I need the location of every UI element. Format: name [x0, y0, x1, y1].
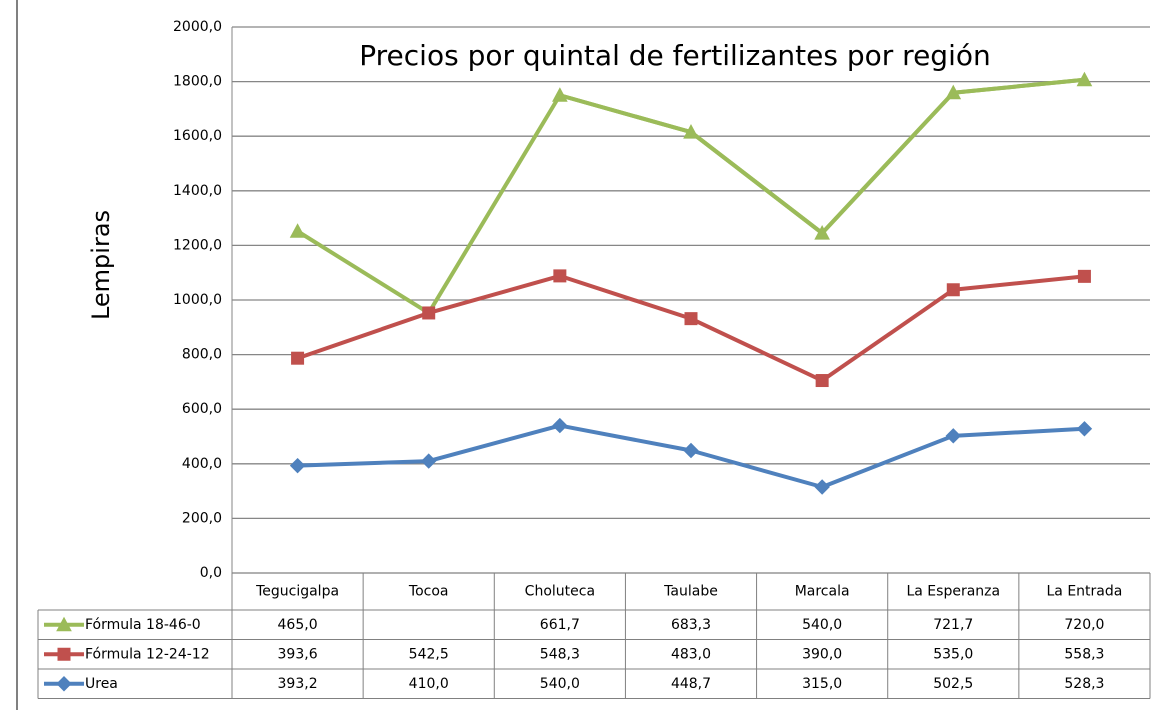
marker [56, 616, 72, 632]
table-value: 661,7 [540, 617, 580, 633]
chart-title: Precios por quintal de fertilizantes por… [359, 39, 990, 72]
x-tick-label: La Esperanza [906, 584, 1000, 600]
x-tick-label: Tocoa [408, 584, 449, 600]
y-tick-label: 600,0 [182, 401, 222, 417]
marker [683, 124, 699, 139]
table-value: 558,3 [1064, 646, 1104, 662]
y-tick-label: 1800,0 [173, 74, 222, 90]
series-line [559, 77, 1085, 236]
y-tick-label: 1400,0 [173, 183, 222, 199]
x-tick-label: Choluteca [525, 584, 595, 600]
marker [1077, 269, 1091, 283]
y-tick-label: 200,0 [182, 510, 222, 526]
table-value: 390,0 [802, 646, 842, 662]
table-value: 535,0 [933, 646, 973, 662]
x-tick-label: La Entrada [1047, 584, 1123, 600]
table-value: 540,0 [802, 617, 842, 633]
y-tick-label: 800,0 [182, 347, 222, 363]
marker [684, 312, 698, 326]
y-tick-label: 1000,0 [173, 292, 222, 308]
marker [945, 84, 962, 100]
table-value: 448,7 [671, 676, 711, 692]
marker [552, 417, 568, 434]
table-value: 502,5 [933, 676, 973, 692]
table-value: 683,3 [671, 617, 711, 633]
y-tick-label: 400,0 [182, 456, 222, 472]
table-value: 548,3 [540, 646, 580, 662]
marker [815, 374, 829, 388]
marker [289, 457, 306, 474]
table-value: 542,5 [409, 646, 449, 662]
marker [289, 223, 306, 238]
y-tick-label: 1200,0 [173, 237, 222, 253]
marker [1076, 421, 1093, 437]
table-value: 483,0 [671, 646, 711, 662]
marker [57, 647, 71, 661]
marker [1076, 71, 1093, 87]
table-value: 410,0 [409, 676, 449, 692]
y-tick-label: 2000,0 [173, 19, 222, 35]
y-tick-label: 0,0 [200, 565, 222, 581]
marker [814, 479, 830, 495]
marker [421, 453, 437, 469]
table-value: 465,0 [278, 617, 318, 633]
y-axis-title: Lempiras [87, 210, 115, 320]
x-tick-label: Marcala [795, 584, 850, 600]
x-tick-label: Taulabe [663, 584, 718, 600]
table-value: 720,0 [1064, 617, 1104, 633]
legend-label: Fórmula 12-24-12 [85, 646, 210, 662]
table-value: 393,2 [278, 676, 318, 692]
x-tick-label: Tegucigalpa [255, 584, 339, 600]
table-value: 393,6 [278, 646, 318, 662]
line-connector [296, 77, 1085, 315]
marker [422, 306, 436, 320]
table-value: 540,0 [540, 676, 580, 692]
series-line [296, 273, 1085, 383]
marker [945, 428, 961, 444]
table-value: 528,3 [1064, 676, 1104, 692]
table-value: 721,7 [933, 617, 973, 633]
y-tick-label: 1600,0 [173, 128, 222, 144]
table-value: 315,0 [802, 676, 842, 692]
marker [946, 283, 960, 297]
marker [553, 269, 567, 283]
marker [683, 442, 699, 459]
legend-label: Urea [85, 676, 118, 692]
marker [552, 87, 568, 102]
legend-label: Fórmula 18-46-0 [85, 617, 201, 633]
marker [814, 225, 830, 240]
marker [291, 351, 305, 365]
marker [56, 676, 72, 692]
